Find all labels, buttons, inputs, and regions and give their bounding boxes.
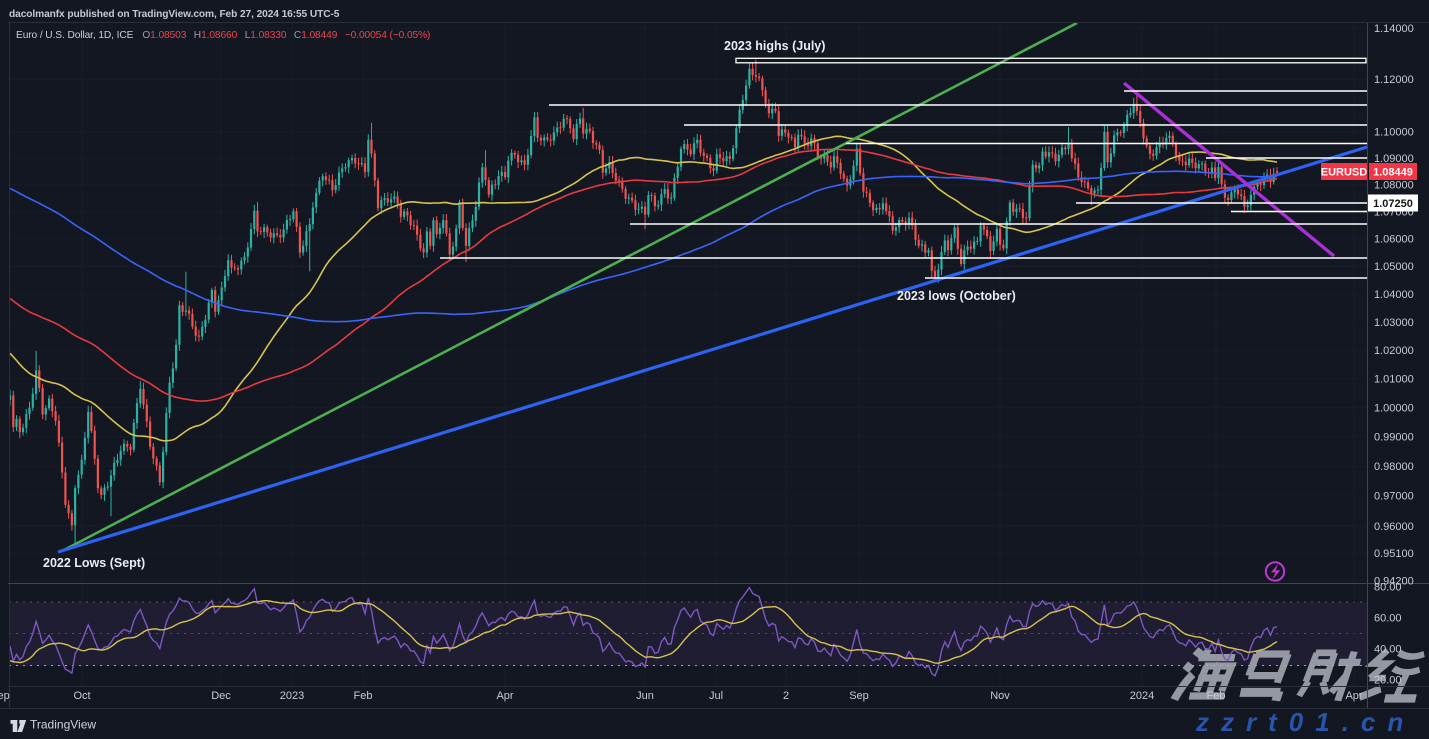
svg-text:1.03000: 1.03000 xyxy=(1374,317,1414,329)
svg-text:0.96000: 0.96000 xyxy=(1374,521,1414,533)
svg-text:1.05000: 1.05000 xyxy=(1374,261,1414,273)
svg-text:0.98000: 0.98000 xyxy=(1374,461,1414,473)
svg-text:1.06000: 1.06000 xyxy=(1374,234,1414,246)
svg-text:Apr: Apr xyxy=(1345,690,1362,702)
svg-text:2024: 2024 xyxy=(1130,690,1154,702)
svg-text:60.00: 60.00 xyxy=(1374,612,1402,624)
svg-text:0.94200: 0.94200 xyxy=(1374,576,1414,588)
svg-text:2023: 2023 xyxy=(280,690,304,702)
svg-text:0.95100: 0.95100 xyxy=(1374,548,1414,560)
svg-text:1.07250: 1.07250 xyxy=(1373,198,1413,210)
svg-text:Feb: Feb xyxy=(1207,690,1226,702)
svg-text:20.00: 20.00 xyxy=(1374,674,1402,686)
svg-text:Jun: Jun xyxy=(636,690,654,702)
svg-text:1.10000: 1.10000 xyxy=(1374,126,1414,138)
svg-text:TradingView: TradingView xyxy=(30,718,96,732)
svg-text:1.12000: 1.12000 xyxy=(1374,74,1414,86)
svg-text:Feb: Feb xyxy=(354,690,373,702)
svg-text:0.99000: 0.99000 xyxy=(1374,432,1414,444)
svg-text:zzrt01.cn: zzrt01.cn xyxy=(1195,707,1415,737)
svg-text:1.02000: 1.02000 xyxy=(1374,345,1414,357)
svg-text:40.00: 40.00 xyxy=(1374,643,1402,655)
svg-text:EURUSD: EURUSD xyxy=(1321,167,1368,179)
svg-text:Sep: Sep xyxy=(0,690,10,702)
svg-text:1.09000: 1.09000 xyxy=(1374,153,1414,165)
svg-text:1.04000: 1.04000 xyxy=(1374,289,1414,301)
svg-text:1.01000: 1.01000 xyxy=(1374,374,1414,386)
svg-text:Nov: Nov xyxy=(990,690,1010,702)
svg-text:Sep: Sep xyxy=(849,690,869,702)
svg-text:80.00: 80.00 xyxy=(1374,581,1402,593)
svg-text:Apr: Apr xyxy=(496,690,513,702)
svg-text:dacolmanfx published on Tradin: dacolmanfx published on TradingView.com,… xyxy=(9,9,340,20)
svg-text:1.14000: 1.14000 xyxy=(1374,23,1414,35)
svg-text:1.08000: 1.08000 xyxy=(1374,180,1414,192)
svg-text:1.00000: 1.00000 xyxy=(1374,403,1414,415)
svg-text:Jul: Jul xyxy=(709,690,723,702)
svg-text:2: 2 xyxy=(783,690,789,702)
svg-text:2023 lows (October): 2023 lows (October) xyxy=(897,289,1016,303)
svg-text:1.08449: 1.08449 xyxy=(1373,167,1413,179)
svg-text:0.97000: 0.97000 xyxy=(1374,491,1414,503)
svg-text:Dec: Dec xyxy=(211,690,231,702)
svg-text:2023 highs (July): 2023 highs (July) xyxy=(724,39,825,53)
svg-text:2022 Lows (Sept): 2022 Lows (Sept) xyxy=(43,556,145,570)
svg-text:Oct: Oct xyxy=(73,690,90,702)
